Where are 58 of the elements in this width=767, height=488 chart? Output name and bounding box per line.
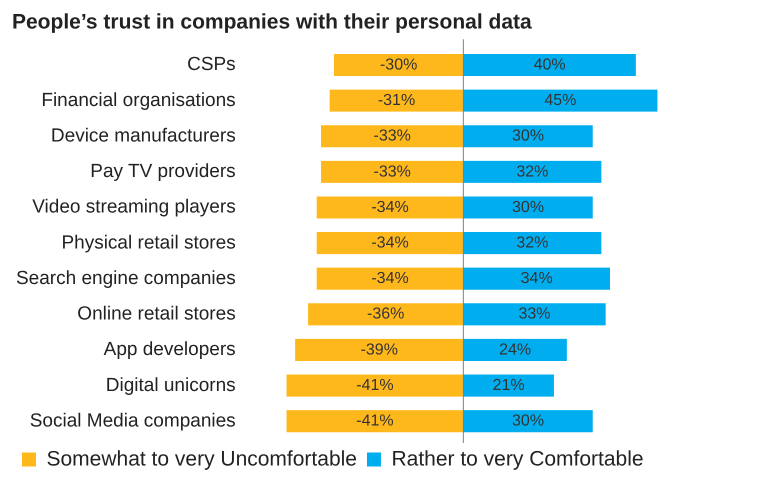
data-label: -33% — [374, 163, 411, 180]
data-label: 32% — [516, 234, 548, 252]
bar — [463, 160, 602, 183]
y-tick-label: Video streaming players — [32, 196, 236, 218]
bar — [334, 54, 464, 76]
y-tick-label: CSPs — [187, 54, 236, 76]
data-label: 21% — [492, 376, 525, 394]
bar — [463, 196, 593, 219]
y-tick-label: Search engine companies — [16, 268, 236, 289]
bar — [463, 125, 593, 148]
y-tick-label: Device manufacturers — [50, 125, 236, 146]
data-label: -31% — [378, 92, 416, 110]
data-label: -33% — [374, 128, 411, 145]
y-tick-label: App developers — [104, 339, 236, 360]
bar — [295, 338, 464, 361]
legend-label: Somewhat to very Uncomfortable — [46, 447, 357, 470]
bar — [463, 410, 593, 432]
data-label: 45% — [544, 92, 576, 110]
y-tick-label: Financial organisations — [41, 90, 236, 111]
bar — [463, 268, 610, 290]
bar — [463, 338, 567, 361]
legend-label: Rather to very Comfortable — [391, 447, 644, 470]
bar — [286, 410, 464, 432]
bar — [286, 374, 464, 397]
data-label: 32% — [516, 163, 548, 180]
data-label: -34% — [371, 234, 409, 252]
bar — [463, 374, 554, 397]
bar — [463, 54, 636, 76]
data-label: -41% — [356, 412, 394, 430]
bar — [308, 303, 464, 326]
data-label: -41% — [356, 376, 394, 394]
data-label: 33% — [518, 306, 551, 323]
data-label: 24% — [499, 341, 532, 358]
bar — [463, 90, 658, 112]
data-label: 34% — [520, 270, 553, 288]
y-tick-label: Digital unicorns — [106, 374, 236, 396]
data-label: -39% — [360, 341, 398, 358]
data-label: -34% — [371, 198, 409, 216]
bar — [330, 90, 464, 112]
y-tick-label: Online retail stores — [77, 304, 236, 325]
data-label: 40% — [534, 56, 566, 74]
bar — [316, 232, 464, 254]
data-label: 30% — [512, 198, 544, 216]
y-tick-label: Social Media companies — [30, 410, 236, 432]
bar — [316, 268, 464, 290]
y-tick-label: Physical retail stores — [61, 232, 236, 254]
data-label: -36% — [367, 306, 404, 323]
data-label: -30% — [380, 56, 418, 74]
data-label: 30% — [512, 128, 544, 145]
bar — [463, 232, 602, 254]
bar — [321, 125, 464, 148]
bar — [321, 160, 464, 183]
bar — [463, 303, 606, 326]
data-label: -34% — [371, 270, 409, 288]
chart-title: People’s trust in companies with their personal data — [12, 10, 532, 34]
bar — [316, 196, 464, 219]
data-label: 30% — [512, 412, 544, 430]
y-tick-label: Pay TV providers — [90, 161, 236, 182]
